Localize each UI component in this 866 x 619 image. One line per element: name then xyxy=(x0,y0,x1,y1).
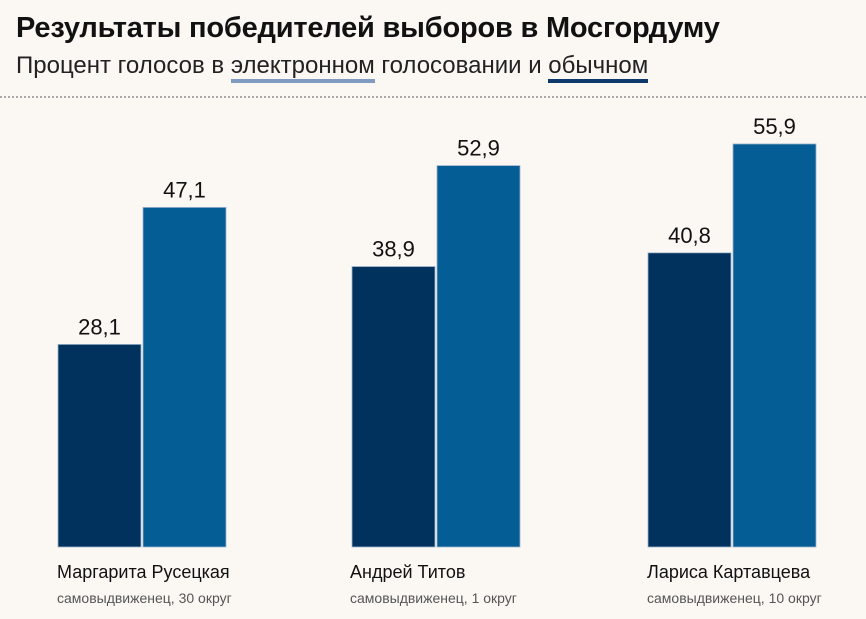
bar-dark-3 xyxy=(647,252,732,548)
data-label: 52,9 xyxy=(457,136,500,161)
subtitle-prefix: Процент голосов в xyxy=(16,52,231,79)
subtitle-middle: голосовании и xyxy=(374,52,549,79)
candidate-note: самовыдвиженец, 30 округ xyxy=(57,590,232,606)
candidate-name: Маргарита Русецкая xyxy=(57,562,230,582)
bar-bright-1 xyxy=(142,207,227,548)
bar-dark-1 xyxy=(57,343,142,548)
candidate-name: Лариса Картавцева xyxy=(647,562,811,582)
candidate-note: самовыдвиженец, 1 округ xyxy=(350,590,517,606)
legend-regular: обычном xyxy=(548,52,649,83)
chart-subtitle: Процент голосов в электронном голосовани… xyxy=(16,52,649,83)
legend-electronic: электронном xyxy=(230,52,375,83)
data-label: 55,9 xyxy=(753,114,796,139)
candidate-name: Андрей Титов xyxy=(350,562,466,582)
data-label: 28,1 xyxy=(78,314,121,339)
data-label: 47,1 xyxy=(163,177,206,202)
data-label: 40,8 xyxy=(668,223,711,248)
data-label: 38,9 xyxy=(372,237,415,262)
bar-bright-3 xyxy=(732,143,817,548)
dotted-divider xyxy=(0,96,866,98)
candidate-note: самовыдвиженец, 10 округ xyxy=(647,590,822,606)
chart-title: Результаты победителей выборов в Мосгорд… xyxy=(16,12,720,44)
bar-dark-2 xyxy=(351,266,436,548)
bar-bright-2 xyxy=(436,165,521,548)
